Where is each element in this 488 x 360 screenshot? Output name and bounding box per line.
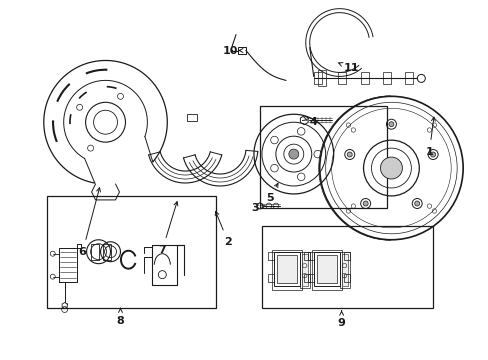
Bar <box>276 255 296 283</box>
Bar <box>303 252 309 260</box>
Bar <box>299 252 309 288</box>
Bar <box>307 252 313 260</box>
Circle shape <box>414 201 419 206</box>
Text: 1: 1 <box>425 147 432 157</box>
Text: 11: 11 <box>343 63 359 73</box>
Bar <box>360 72 368 84</box>
Circle shape <box>430 152 435 157</box>
Bar <box>267 274 273 282</box>
Bar <box>343 252 349 260</box>
Bar <box>343 274 349 282</box>
Bar <box>383 72 390 84</box>
Text: 6: 6 <box>79 247 86 257</box>
Bar <box>307 274 313 282</box>
Bar <box>316 255 336 283</box>
Circle shape <box>363 201 367 206</box>
Text: 10: 10 <box>222 45 237 55</box>
Bar <box>273 252 299 285</box>
Bar <box>313 252 339 285</box>
Bar <box>271 250 301 289</box>
Text: 5: 5 <box>265 193 273 203</box>
Bar <box>311 250 341 289</box>
Bar <box>337 72 345 84</box>
Bar <box>187 114 197 121</box>
Bar <box>301 254 307 285</box>
Bar <box>262 226 432 307</box>
Bar <box>303 274 309 282</box>
Bar <box>405 72 412 84</box>
Bar <box>90 244 99 260</box>
Circle shape <box>346 152 351 157</box>
Bar <box>238 46 245 54</box>
Bar <box>317 71 325 86</box>
Circle shape <box>388 122 393 127</box>
Text: 7: 7 <box>158 245 166 255</box>
Bar <box>260 106 386 208</box>
Text: 9: 9 <box>337 319 345 328</box>
Text: 2: 2 <box>224 237 231 247</box>
Text: 3: 3 <box>251 203 258 213</box>
Bar <box>47 196 216 307</box>
Bar <box>313 72 321 84</box>
Circle shape <box>380 157 402 179</box>
Text: 4: 4 <box>309 117 317 127</box>
Bar <box>267 252 273 260</box>
Bar <box>339 252 349 288</box>
Circle shape <box>288 149 298 159</box>
Bar <box>341 254 347 285</box>
Text: 8: 8 <box>116 316 124 327</box>
Bar <box>102 244 110 260</box>
